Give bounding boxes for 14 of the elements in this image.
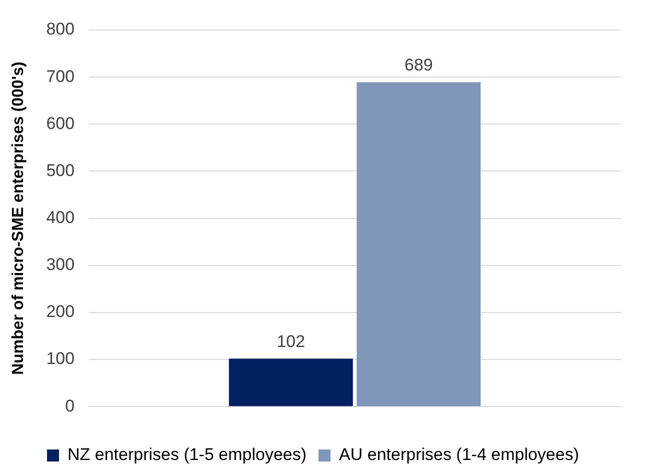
y-tick-label: 300 (46, 255, 75, 274)
y-tick-label: 500 (46, 160, 75, 180)
legend-label: NZ enterprises (1-5 employees) (67, 445, 307, 464)
y-tick-label: 400 (46, 208, 75, 227)
y-tick-label: 700 (46, 66, 75, 86)
y-tick-label: 800 (46, 20, 75, 39)
y-axis-title: Number of micro-SME enterprises (000's) (10, 62, 28, 375)
data-label: 689 (404, 55, 433, 74)
legend-label: AU enterprises (1-4 employees) (339, 445, 580, 464)
y-tick-label: 200 (46, 302, 75, 322)
y-tick-label: 600 (46, 114, 75, 133)
y-tick-label: 100 (46, 349, 75, 368)
data-label: 102 (276, 332, 306, 351)
y-tick-label: 0 (65, 396, 75, 416)
